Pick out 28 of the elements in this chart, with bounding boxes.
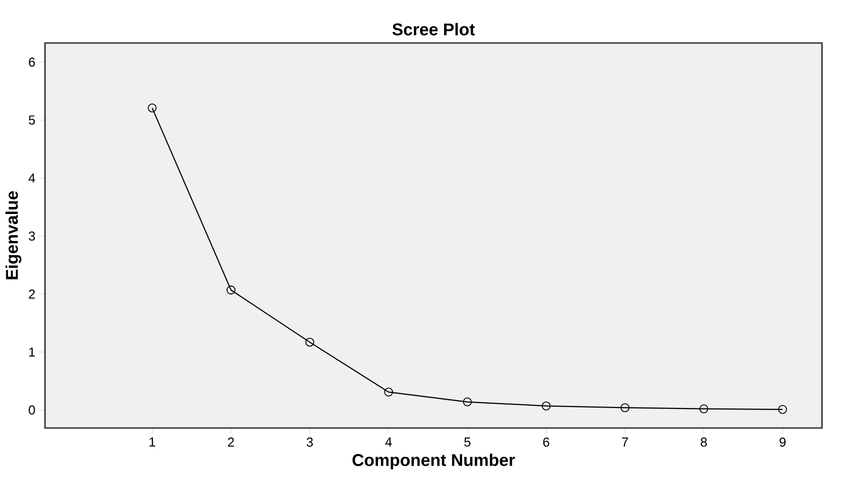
y-tick-label: 6 (28, 58, 35, 67)
y-tick-label: 2 (28, 290, 35, 299)
x-tick-label: 3 (306, 438, 313, 447)
y-tick-label: 3 (28, 231, 35, 241)
point (148, 103, 157, 112)
x-tick-label: 5 (464, 438, 470, 447)
y-axis-title: Eigenvalue (5, 191, 22, 280)
y-tick-label: 4 (28, 174, 36, 183)
point (462, 397, 472, 406)
point (226, 286, 236, 294)
x-tick-label: 4 (385, 438, 392, 446)
point (699, 404, 708, 414)
point (384, 388, 394, 396)
x-tick-label: 8 (700, 438, 707, 447)
x-tick-label: 6 (543, 438, 550, 447)
point (542, 402, 551, 410)
x-axis-title: Component Number (352, 454, 515, 470)
x-tick-label: 2 (228, 438, 234, 447)
x-tick-label: 7 (622, 438, 628, 446)
y-tick-label: 1 (29, 348, 35, 357)
y-tick-label: 0 (28, 405, 35, 415)
point (620, 403, 630, 412)
x-tick-label: 1 (150, 438, 156, 446)
point (305, 338, 314, 347)
y-tick-label: 5 (28, 116, 35, 125)
chart-title: Scree Plot (392, 22, 475, 36)
x-tick-label: 9 (780, 438, 786, 447)
point (778, 404, 788, 414)
